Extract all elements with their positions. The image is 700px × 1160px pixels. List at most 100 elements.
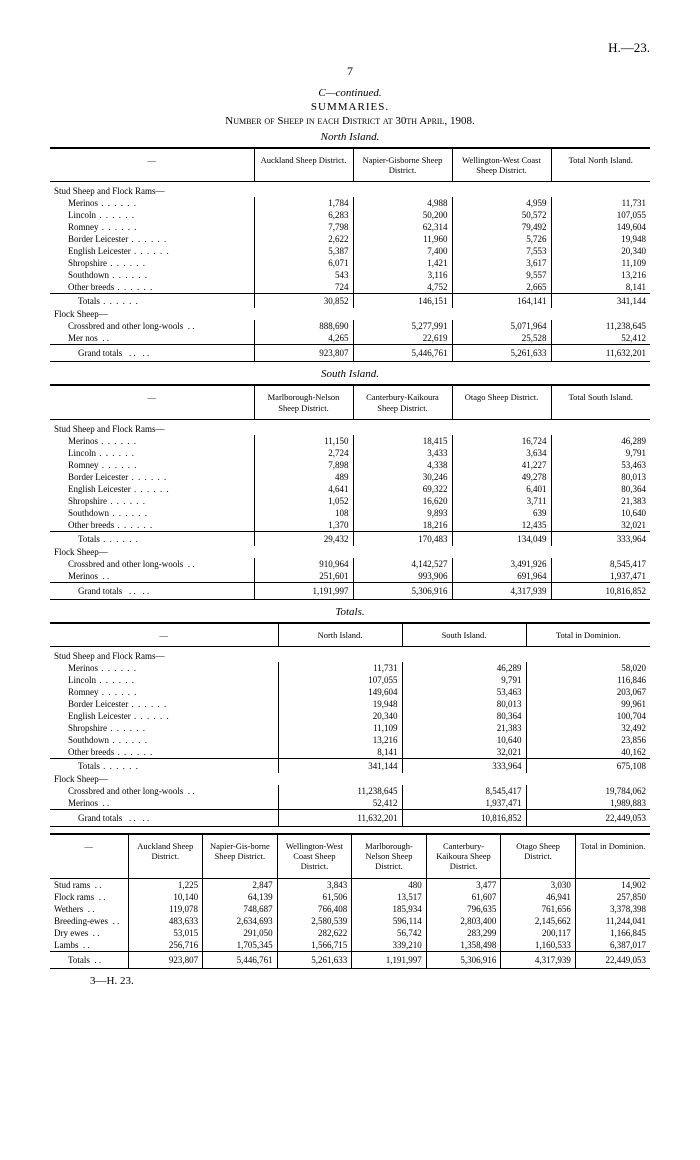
cell-value: 64,139	[203, 891, 278, 903]
cell-value: 993,906	[353, 570, 452, 583]
cell-value: 4,338	[353, 459, 452, 471]
cell-value: 200,117	[501, 927, 576, 939]
cell-value: 639	[452, 507, 551, 519]
row-label: Wethers . .	[50, 903, 128, 915]
cell-value: 6,401	[452, 483, 551, 495]
cell-value: 20,340	[278, 710, 402, 722]
cell-value: 3,116	[353, 269, 452, 281]
row-label: Lincoln	[50, 209, 254, 221]
row-label: Lambs . .	[50, 939, 128, 952]
row-label: Southdown	[50, 507, 254, 519]
cell-value: 10,816,852	[551, 582, 650, 599]
section-title: Totals.	[50, 606, 650, 618]
row-label: Other breeds	[50, 746, 278, 759]
cell-value: 8,545,417	[551, 558, 650, 570]
cell-value: 23,856	[526, 734, 650, 746]
section-title: South Island.	[50, 368, 650, 380]
cell-value: 724	[254, 281, 353, 294]
cell-value: 7,553	[452, 245, 551, 257]
cell-value: 9,557	[452, 269, 551, 281]
cell-value: 888,690	[254, 320, 353, 332]
cell-value: 6,071	[254, 257, 353, 269]
data-table: —Auckland Sheep District.Napier-Gisborne…	[50, 147, 650, 362]
cell-value: 52,412	[278, 797, 402, 810]
cell-value: 11,960	[353, 233, 452, 245]
grand-total-label: Grand totals . . . .	[50, 809, 278, 826]
cell-value: 107,055	[278, 674, 402, 686]
cell-value: 13,517	[352, 891, 427, 903]
summaries-label: SUMMARIES.	[50, 101, 650, 113]
group-header: Flock Sheep—	[50, 308, 650, 320]
cell-value: 20,340	[551, 245, 650, 257]
cell-value: 41,227	[452, 459, 551, 471]
cell-value: 11,731	[278, 662, 402, 674]
cell-value: 11,238,645	[278, 785, 402, 797]
cell-value: 5,071,964	[452, 320, 551, 332]
row-label: Merinos	[50, 662, 278, 674]
column-header: Total in Dominion.	[526, 623, 650, 647]
cell-value: 100,704	[526, 710, 650, 722]
cell-value: 30,852	[254, 294, 353, 309]
cell-value: 11,150	[254, 435, 353, 447]
cell-value: 1,705,345	[203, 939, 278, 952]
cell-value: 53,463	[402, 686, 526, 698]
cell-value: 923,807	[254, 345, 353, 362]
cell-value: 6,283	[254, 209, 353, 221]
cell-value: 4,317,939	[452, 582, 551, 599]
cell-value: 99,961	[526, 698, 650, 710]
cell-value: 2,724	[254, 447, 353, 459]
cell-value: 21,383	[402, 722, 526, 734]
cell-value: 1,370	[254, 519, 353, 532]
cell-value: 6,387,017	[575, 939, 650, 952]
cell-value: 32,021	[551, 519, 650, 532]
cell-value: 62,314	[353, 221, 452, 233]
cell-value: 19,948	[278, 698, 402, 710]
cell-value: 22,449,053	[526, 809, 650, 826]
group-header: Stud Sheep and Flock Rams—	[50, 646, 650, 662]
cell-value: 7,400	[353, 245, 452, 257]
cell-value: 18,415	[353, 435, 452, 447]
cell-value: 3,843	[277, 878, 352, 891]
cell-value: 5,306,916	[353, 582, 452, 599]
cell-value: 3,617	[452, 257, 551, 269]
column-header: Canterbury-Kaikoura Sheep District.	[426, 834, 501, 878]
cell-value: 1,225	[128, 878, 203, 891]
cell-value: 10,640	[402, 734, 526, 746]
cell-value: 341,144	[278, 758, 402, 773]
row-label: Mer nos . .	[50, 332, 254, 345]
row-label: English Leicester	[50, 483, 254, 495]
data-table: —North Island.South Island.Total in Domi…	[50, 622, 650, 827]
cell-value: 22,449,053	[575, 951, 650, 968]
cell-value: 333,964	[402, 758, 526, 773]
row-label: Merinos	[50, 435, 254, 447]
row-label: Lincoln	[50, 447, 254, 459]
row-label: Shropshire	[50, 495, 254, 507]
cell-value: 251,601	[254, 570, 353, 583]
cell-value: 18,216	[353, 519, 452, 532]
cell-value: 11,731	[551, 197, 650, 209]
row-label: Shropshire	[50, 257, 254, 269]
row-label: Flock rams . .	[50, 891, 128, 903]
cell-value: 2,803,400	[426, 915, 501, 927]
cell-value: 4,142,527	[353, 558, 452, 570]
row-label: Other breeds	[50, 519, 254, 532]
cell-value: 2,634,693	[203, 915, 278, 927]
cell-value: 923,807	[128, 951, 203, 968]
cell-value: 4,317,939	[501, 951, 576, 968]
cell-value: 5,277,991	[353, 320, 452, 332]
cell-value: 11,109	[551, 257, 650, 269]
cell-value: 46,289	[402, 662, 526, 674]
cell-value: 5,446,761	[353, 345, 452, 362]
cell-value: 149,604	[278, 686, 402, 698]
cell-value: 5,387	[254, 245, 353, 257]
page-number: 7	[50, 64, 650, 79]
cell-value: 107,055	[551, 209, 650, 221]
column-header: South Island.	[402, 623, 526, 647]
column-header: Auckland Sheep District.	[254, 148, 353, 182]
cell-value: 13,216	[278, 734, 402, 746]
row-label: Romney	[50, 221, 254, 233]
row-label: Lincoln	[50, 674, 278, 686]
doc-code: H.—23.	[50, 40, 650, 56]
cell-value: 134,049	[452, 531, 551, 546]
cell-value: 4,752	[353, 281, 452, 294]
